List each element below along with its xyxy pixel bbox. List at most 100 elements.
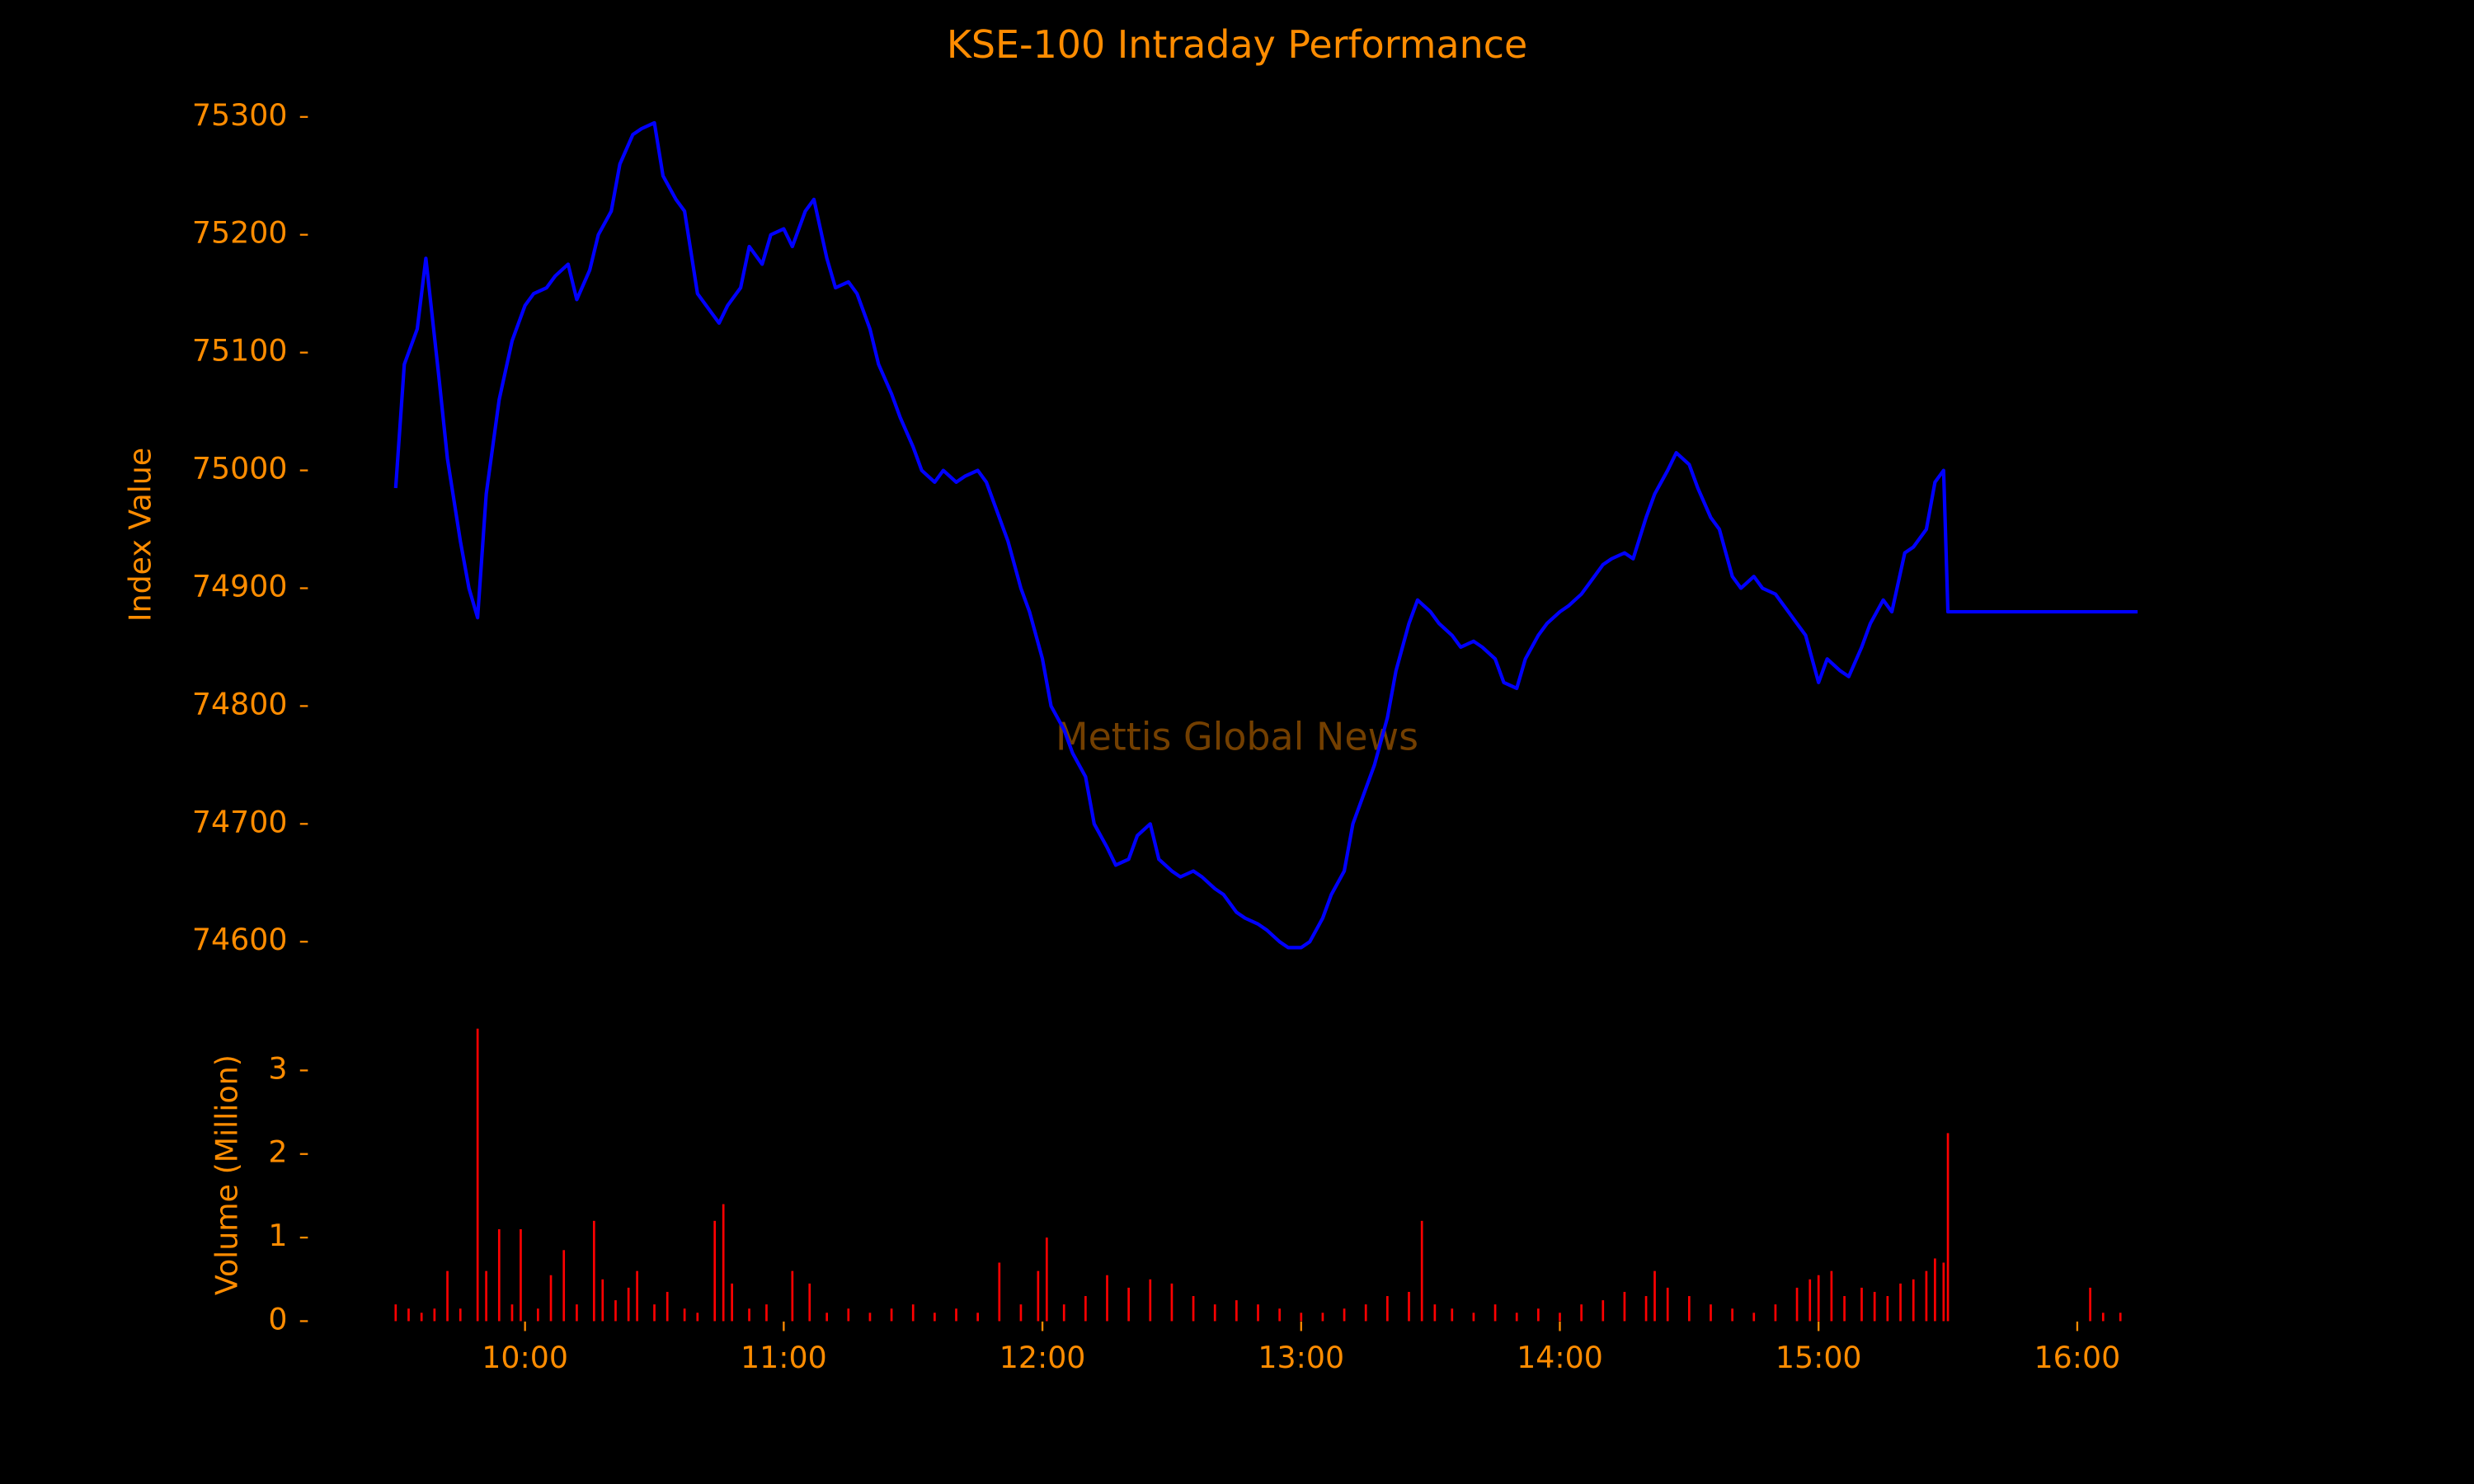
volume-bar bbox=[1860, 1287, 1863, 1322]
volume-bar bbox=[614, 1300, 617, 1322]
volume-bar bbox=[433, 1308, 436, 1322]
volume-bar bbox=[890, 1308, 893, 1322]
volume-bar bbox=[1149, 1279, 1152, 1322]
volume-bar bbox=[1170, 1283, 1174, 1322]
volume-bar bbox=[485, 1270, 487, 1322]
y-tick-label: 75100 bbox=[192, 333, 288, 369]
x-tick-label: 12:00 bbox=[999, 1340, 1086, 1375]
y-tick-label: 2 bbox=[268, 1134, 287, 1170]
volume-bar bbox=[1343, 1308, 1346, 1322]
volume-bar bbox=[1559, 1313, 1561, 1322]
watermark: Mettis Global News bbox=[1056, 715, 1418, 759]
volume-bar bbox=[459, 1308, 462, 1322]
volume-bar bbox=[1946, 1133, 1950, 1322]
volume-bar bbox=[1257, 1304, 1259, 1322]
volume-bar bbox=[653, 1304, 656, 1322]
volume-bar bbox=[1213, 1304, 1216, 1322]
volume-bar bbox=[1817, 1275, 1820, 1322]
x-tick-label: 16:00 bbox=[2034, 1340, 2121, 1375]
volume-bar bbox=[1623, 1291, 1626, 1322]
volume-bar bbox=[1019, 1304, 1023, 1322]
volume-bar bbox=[497, 1228, 501, 1322]
volume-bar bbox=[765, 1304, 768, 1322]
volume-bar bbox=[666, 1291, 669, 1322]
volume-bar bbox=[1127, 1287, 1130, 1322]
volume-bar bbox=[549, 1275, 553, 1322]
y-tick-label: 0 bbox=[268, 1301, 287, 1336]
volume-bar bbox=[998, 1262, 1001, 1322]
volume-bar bbox=[394, 1304, 397, 1322]
volume-bar bbox=[1493, 1304, 1497, 1322]
x-tick-label: 15:00 bbox=[1776, 1340, 1862, 1375]
y-tick-label: 74900 bbox=[192, 568, 288, 603]
volume-bar bbox=[1420, 1220, 1423, 1322]
volume-bar bbox=[1084, 1296, 1087, 1322]
y-tick-label: 74700 bbox=[192, 804, 288, 839]
y-axis-label: Index Value bbox=[122, 448, 158, 622]
volume-bar bbox=[537, 1308, 539, 1322]
volume-bar bbox=[420, 1313, 423, 1322]
volume-bar bbox=[520, 1228, 522, 1322]
y-axis-label: Volume (Million) bbox=[209, 1054, 245, 1295]
volume-bar bbox=[748, 1308, 750, 1322]
volume-bar bbox=[808, 1283, 811, 1322]
volume-bar bbox=[1278, 1308, 1281, 1322]
volume-bar bbox=[1433, 1304, 1437, 1322]
volume-bar bbox=[955, 1308, 957, 1322]
volume-bar bbox=[1843, 1296, 1846, 1322]
volume-bar bbox=[1886, 1296, 1889, 1322]
volume-bar bbox=[627, 1287, 630, 1322]
volume-bar bbox=[683, 1308, 686, 1322]
volume-bar bbox=[1580, 1304, 1583, 1322]
volume-bar bbox=[713, 1220, 717, 1322]
volume-bar bbox=[934, 1313, 936, 1322]
volume-bar bbox=[911, 1304, 915, 1322]
volume-bar bbox=[1235, 1300, 1238, 1322]
y-tick-label: 74600 bbox=[192, 922, 288, 957]
x-tick-label: 10:00 bbox=[482, 1340, 568, 1375]
volume-bar bbox=[791, 1270, 794, 1322]
volume-bar bbox=[731, 1283, 733, 1322]
volume-bar bbox=[1062, 1304, 1065, 1322]
volume-bar bbox=[1925, 1270, 1928, 1322]
volume-bar bbox=[976, 1313, 979, 1322]
volume-bar bbox=[1045, 1237, 1048, 1322]
volume-bar bbox=[1037, 1270, 1040, 1322]
volume-bar bbox=[722, 1204, 725, 1322]
volume-bar bbox=[1934, 1258, 1936, 1322]
volume-bar bbox=[1774, 1304, 1777, 1322]
volume-bar bbox=[1644, 1296, 1648, 1322]
x-tick-label: 14:00 bbox=[1517, 1340, 1603, 1375]
chart-title: KSE-100 Intraday Performance bbox=[947, 22, 1527, 67]
y-tick-label: 74800 bbox=[192, 686, 288, 721]
index-line bbox=[393, 120, 2138, 950]
volume-bar bbox=[510, 1304, 514, 1322]
volume-bar bbox=[1451, 1308, 1454, 1322]
volume-bar bbox=[1808, 1279, 1812, 1322]
volume-bar bbox=[1472, 1313, 1475, 1322]
y-tick-label: 75000 bbox=[192, 451, 288, 486]
volume-bar bbox=[1710, 1304, 1712, 1322]
volume-bar bbox=[1321, 1313, 1324, 1322]
volume-bar bbox=[1830, 1270, 1833, 1322]
volume-bar bbox=[1653, 1270, 1656, 1322]
volume-bar bbox=[1386, 1296, 1389, 1322]
volume-bar bbox=[1731, 1308, 1733, 1322]
y-tick-label: 3 bbox=[268, 1050, 287, 1086]
volume-bar bbox=[1666, 1287, 1669, 1322]
volume-bar bbox=[1795, 1287, 1799, 1322]
volume-bar bbox=[2101, 1313, 2105, 1322]
volume-bar bbox=[407, 1308, 410, 1322]
y-tick-label: 1 bbox=[268, 1218, 287, 1253]
volume-bar bbox=[1192, 1296, 1195, 1322]
volume-bar bbox=[1899, 1283, 1902, 1322]
volume-bar bbox=[592, 1220, 595, 1322]
volume-bar bbox=[2089, 1287, 2091, 1322]
volume-bar bbox=[1537, 1308, 1540, 1322]
volume-bar bbox=[1688, 1296, 1691, 1322]
volume-bar bbox=[1942, 1262, 1945, 1322]
volume-bar bbox=[476, 1028, 479, 1322]
y-tick-label: 75200 bbox=[192, 215, 288, 251]
volume-bar bbox=[446, 1270, 449, 1322]
volume-bar bbox=[2119, 1313, 2122, 1322]
